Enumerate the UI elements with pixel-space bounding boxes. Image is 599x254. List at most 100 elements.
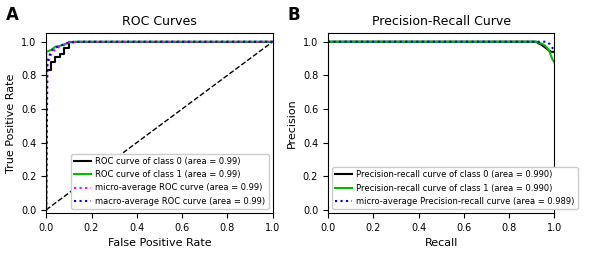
Precision-recall curve of class 1 (area = 0.990) [541,44,549,47]
micro-average ROC curve (area = 0.99) [63,42,70,45]
Precision-recall curve of class 0 (area = 0.990) [531,40,538,43]
Precision-recall curve of class 0 (area = 0.990) [535,42,542,45]
ROC curve of class 1 (area = 0.99) [56,44,63,47]
ROC curve of class 0 (area = 0.99) [52,55,59,58]
Precision-recall curve of class 0 (area = 0.990) [519,40,527,43]
micro-average ROC curve (area = 0.99) [269,40,276,43]
ROC curve of class 0 (area = 0.99) [43,69,50,72]
ROC curve of class 0 (area = 0.99) [43,208,50,211]
ROC curve of class 1 (area = 0.99) [83,40,90,43]
Precision-recall curve of class 1 (area = 0.990) [510,40,518,43]
Precision-recall curve of class 0 (area = 0.990) [515,40,522,43]
ROC curve of class 1 (area = 0.99) [269,40,276,43]
micro-average ROC curve (area = 0.99) [65,41,72,44]
micro-average ROC curve (area = 0.99) [49,50,56,53]
macro-average ROC curve (area = 0.99) [49,48,56,51]
Precision-recall curve of class 0 (area = 0.990) [545,49,552,52]
macro-average ROC curve (area = 0.99) [54,45,61,48]
Precision-recall curve of class 0 (area = 0.990) [543,47,550,50]
Line: Precision-recall curve of class 0 (area = 0.990): Precision-recall curve of class 0 (area … [328,42,555,52]
Line: Precision-recall curve of class 1 (area = 0.990): Precision-recall curve of class 1 (area … [328,42,555,63]
macro-average ROC curve (area = 0.99) [44,60,51,64]
Text: B: B [287,6,300,24]
ROC curve of class 1 (area = 0.99) [47,49,55,52]
micro-average ROC curve (area = 0.99) [52,48,59,51]
macro-average ROC curve (area = 0.99) [43,208,50,211]
ROC curve of class 0 (area = 0.99) [56,52,63,55]
Title: ROC Curves: ROC Curves [122,15,197,28]
Legend: ROC curve of class 0 (area = 0.99), ROC curve of class 1 (area = 0.99), micro-av: ROC curve of class 0 (area = 0.99), ROC … [71,154,268,209]
macro-average ROC curve (area = 0.99) [269,40,276,43]
ROC curve of class 0 (area = 0.99) [65,47,72,50]
micro-average ROC curve (area = 0.99) [47,54,55,57]
Precision-recall curve of class 1 (area = 0.990) [545,49,552,52]
micro-average ROC curve (area = 0.99) [44,64,51,67]
Precision-recall curve of class 0 (area = 0.990) [541,46,549,49]
Precision-recall curve of class 1 (area = 0.990) [324,40,331,43]
micro-average Precision-recall curve (area = 0.989) [528,40,536,43]
Precision-recall curve of class 1 (area = 0.990) [533,40,540,43]
ROC curve of class 1 (area = 0.99) [43,208,50,211]
Legend: Precision-recall curve of class 0 (area = 0.990), Precision-recall curve of clas: Precision-recall curve of class 0 (area … [332,167,578,209]
ROC curve of class 0 (area = 0.99) [47,60,55,64]
Line: micro-average ROC curve (area = 0.99): micro-average ROC curve (area = 0.99) [46,42,273,210]
micro-average ROC curve (area = 0.99) [54,46,61,49]
ROC curve of class 1 (area = 0.99) [43,50,50,53]
ROC curve of class 1 (area = 0.99) [65,41,72,44]
micro-average Precision-recall curve (area = 0.989) [550,47,557,50]
macro-average ROC curve (area = 0.99) [46,54,53,57]
micro-average ROC curve (area = 0.99) [60,44,68,47]
macro-average ROC curve (area = 0.99) [52,46,59,49]
micro-average Precision-recall curve (area = 0.989) [549,46,556,49]
ROC curve of class 1 (area = 0.99) [70,40,77,43]
X-axis label: Recall: Recall [425,239,458,248]
Precision-recall curve of class 1 (area = 0.990) [549,57,556,60]
Precision-recall curve of class 0 (area = 0.990) [540,44,547,47]
Precision-recall curve of class 0 (area = 0.990) [324,40,331,43]
micro-average Precision-recall curve (area = 0.989) [324,40,331,43]
ROC curve of class 0 (area = 0.99) [79,40,86,43]
ROC curve of class 0 (area = 0.99) [60,52,68,55]
micro-average Precision-recall curve (area = 0.989) [515,40,522,43]
Precision-recall curve of class 0 (area = 0.990) [533,40,540,43]
ROC curve of class 0 (area = 0.99) [70,40,77,43]
X-axis label: False Positive Rate: False Positive Rate [108,239,211,248]
Text: A: A [5,6,19,24]
Precision-recall curve of class 1 (area = 0.990) [528,40,536,43]
micro-average ROC curve (area = 0.99) [59,44,66,47]
macro-average ROC curve (area = 0.99) [56,44,63,47]
micro-average Precision-recall curve (area = 0.989) [533,40,540,43]
Precision-recall curve of class 1 (area = 0.990) [547,55,555,58]
micro-average Precision-recall curve (area = 0.989) [545,42,552,45]
micro-average Precision-recall curve (area = 0.989) [547,44,555,47]
Precision-recall curve of class 1 (area = 0.990) [540,43,547,46]
macro-average ROC curve (area = 0.99) [65,41,72,44]
micro-average ROC curve (area = 0.99) [49,52,56,55]
Line: micro-average Precision-recall curve (area = 0.989): micro-average Precision-recall curve (ar… [328,42,555,49]
Line: macro-average ROC curve (area = 0.99): macro-average ROC curve (area = 0.99) [46,42,273,210]
Precision-recall curve of class 1 (area = 0.990) [537,42,544,45]
Precision-recall curve of class 1 (area = 0.990) [546,51,553,54]
Precision-recall curve of class 0 (area = 0.990) [544,48,551,51]
Precision-recall curve of class 0 (area = 0.990) [528,40,536,43]
micro-average Precision-recall curve (area = 0.989) [551,47,558,50]
micro-average Precision-recall curve (area = 0.989) [537,40,544,43]
Precision-recall curve of class 0 (area = 0.990) [524,40,531,43]
ROC curve of class 0 (area = 0.99) [83,40,90,43]
Precision-recall curve of class 0 (area = 0.990) [549,50,556,53]
macro-average ROC curve (area = 0.99) [59,44,66,47]
Precision-recall curve of class 0 (area = 0.990) [546,50,553,53]
ROC curve of class 0 (area = 0.99) [60,47,68,50]
Y-axis label: True Positive Rate: True Positive Rate [5,74,16,173]
ROC curve of class 1 (area = 0.99) [60,43,68,46]
macro-average ROC curve (area = 0.99) [49,50,56,53]
micro-average ROC curve (area = 0.99) [46,57,53,60]
ROC curve of class 0 (area = 0.99) [52,60,59,64]
Precision-recall curve of class 1 (area = 0.990) [519,40,527,43]
macro-average ROC curve (area = 0.99) [47,50,55,53]
Precision-recall curve of class 0 (area = 0.990) [537,43,544,46]
macro-average ROC curve (area = 0.99) [60,43,68,46]
Precision-recall curve of class 0 (area = 0.990) [547,50,555,53]
micro-average Precision-recall curve (area = 0.989) [546,43,553,46]
Precision-recall curve of class 0 (area = 0.990) [551,50,558,53]
